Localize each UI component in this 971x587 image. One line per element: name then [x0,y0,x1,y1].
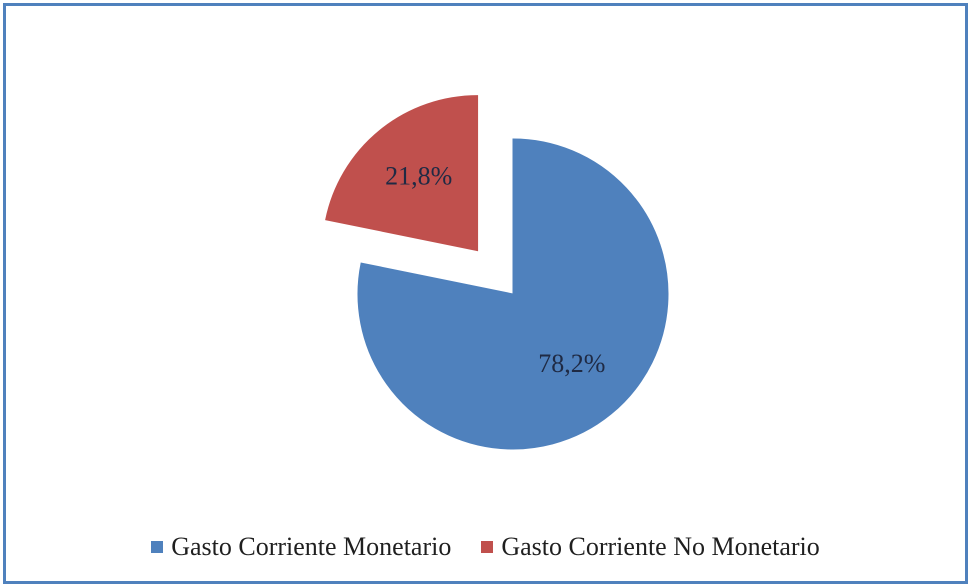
chart-frame: 78,2% 21,8% Gasto Corriente Monetario Gas… [3,3,968,584]
legend-item-monetario: Gasto Corriente Monetario [151,532,451,562]
pie-label-1: 21,8% [385,162,452,191]
pie-labels: 78,2% 21,8% [385,162,605,378]
legend-label-monetario: Gasto Corriente Monetario [171,532,452,561]
legend-swatch-no-monetario [481,541,494,553]
legend-swatch-monetario [151,541,164,553]
pie-slice-1 [325,95,479,252]
pie-slice-0 [357,138,669,450]
legend-label-no-monetario: Gasto Corriente No Monetario [501,532,820,561]
legend-item-no-monetario: Gasto Corriente No Monetario [481,532,820,562]
legend: Gasto Corriente Monetario Gasto Corrient… [6,532,965,562]
pie-slices [325,95,669,450]
pie-label-0: 78,2% [538,349,605,378]
pie-chart: 78,2% 21,8% [325,95,669,450]
